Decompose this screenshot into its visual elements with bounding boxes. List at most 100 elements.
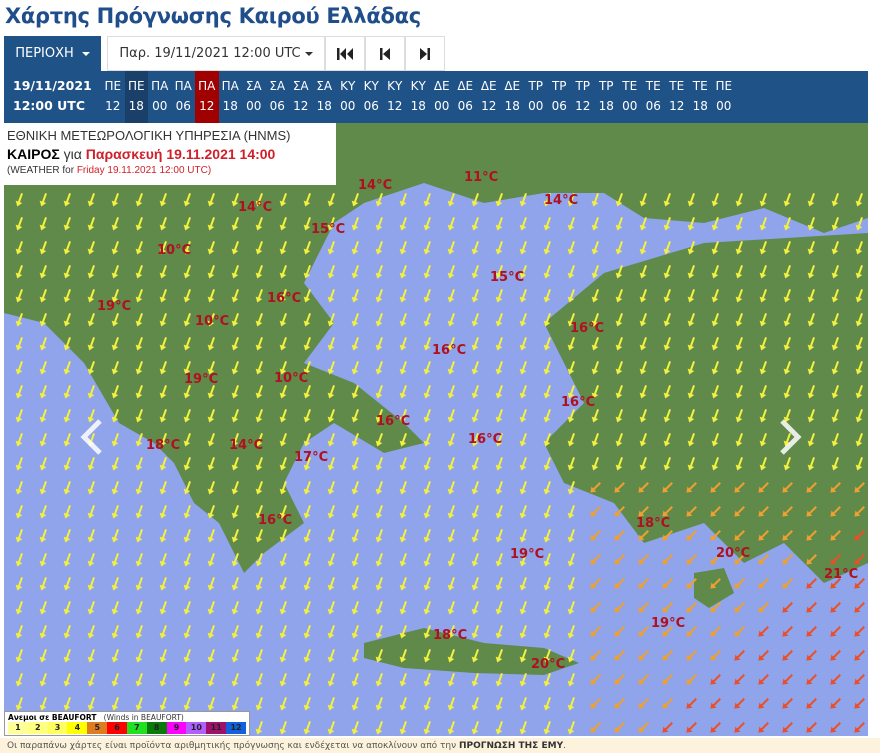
wind-arrow-icon xyxy=(519,673,527,687)
slot-hour: 12 xyxy=(199,99,215,113)
time-slot[interactable]: ΔΕ 12 xyxy=(477,71,501,123)
time-slot[interactable]: ΠΕ 18 xyxy=(124,71,148,123)
slot-day: ΤΡ xyxy=(528,79,544,93)
slot-hour: 06 xyxy=(645,99,661,113)
wind-arrow-icon xyxy=(519,241,527,255)
wind-arrow-icon xyxy=(591,217,599,231)
wind-arrow-icon xyxy=(639,457,647,471)
time-slot[interactable]: ΤΕ 12 xyxy=(665,71,689,123)
wind-arrow-icon xyxy=(782,650,793,661)
first-button[interactable] xyxy=(325,36,365,71)
wind-arrow-icon xyxy=(63,697,71,711)
wind-arrow-icon xyxy=(423,625,431,639)
wind-arrow-icon xyxy=(15,289,23,303)
wind-arrow-icon xyxy=(471,721,479,735)
wind-arrow-icon xyxy=(639,241,647,255)
time-slot[interactable]: ΔΕ 00 xyxy=(430,71,454,123)
wind-arrow-icon xyxy=(759,289,767,303)
wind-arrow-icon xyxy=(639,337,647,351)
next-button[interactable] xyxy=(405,36,445,71)
map-next-button[interactable] xyxy=(778,419,802,459)
wind-arrow-icon xyxy=(135,361,143,375)
time-slot[interactable]: ΠΑ 12 xyxy=(195,71,219,123)
wind-arrow-icon xyxy=(15,529,23,543)
wind-arrow-icon xyxy=(135,529,143,543)
wind-arrow-icon xyxy=(614,626,625,637)
wind-arrow-icon xyxy=(15,385,23,399)
time-slot[interactable]: ΤΕ 06 xyxy=(642,71,666,123)
date-select[interactable]: Παρ. 19/11/2021 12:00 UTC xyxy=(107,36,325,71)
wind-arrow-icon xyxy=(495,193,503,207)
wind-arrow-icon xyxy=(615,289,623,303)
time-slot[interactable]: ΔΕ 18 xyxy=(501,71,525,123)
time-slot[interactable]: ΣΑ 18 xyxy=(313,71,337,123)
temperature-label: 19°C xyxy=(510,547,545,562)
wind-arrow-icon xyxy=(782,578,793,589)
wind-arrow-icon xyxy=(207,217,215,231)
wind-arrow-icon xyxy=(231,673,239,687)
wind-arrow-icon xyxy=(614,722,625,733)
wind-arrow-icon xyxy=(567,409,575,423)
wind-arrow-icon xyxy=(135,241,143,255)
wind-arrow-icon xyxy=(855,433,863,447)
wind-arrow-icon xyxy=(327,481,335,495)
time-slot[interactable]: ΠΑ 00 xyxy=(148,71,172,123)
map-prev-button[interactable] xyxy=(80,419,104,459)
wind-arrow-icon xyxy=(399,721,407,735)
time-slot[interactable]: ΚΥ 00 xyxy=(336,71,360,123)
wind-arrow-icon xyxy=(303,217,311,231)
wind-arrow-icon xyxy=(351,457,359,471)
wind-arrow-icon xyxy=(159,481,167,495)
wind-arrow-icon xyxy=(759,409,767,423)
wind-arrow-icon xyxy=(207,193,215,207)
wind-arrow-icon xyxy=(111,457,119,471)
time-slot[interactable]: ΤΡ 06 xyxy=(548,71,572,123)
region-dropdown-button[interactable]: ΠΕΡΙΟΧΗ xyxy=(4,36,101,71)
time-slot[interactable]: ΠΕ 00 xyxy=(712,71,736,123)
time-slot[interactable]: ΣΑ 06 xyxy=(266,71,290,123)
wind-arrow-icon xyxy=(351,673,359,687)
wind-arrow-icon xyxy=(447,361,455,375)
wind-arrow-icon xyxy=(111,505,119,519)
time-slot[interactable]: ΤΡ 12 xyxy=(571,71,595,123)
wind-arrow-icon xyxy=(807,409,815,423)
wind-arrow-icon xyxy=(687,289,695,303)
time-slot[interactable]: ΤΕ 18 xyxy=(689,71,713,123)
temperature-label: 21°C xyxy=(824,567,859,582)
time-slot[interactable]: ΤΡ 00 xyxy=(524,71,548,123)
wind-arrow-icon xyxy=(183,505,191,519)
wind-arrow-icon xyxy=(279,577,287,591)
time-slot[interactable]: ΣΑ 00 xyxy=(242,71,266,123)
time-slot[interactable]: ΤΕ 00 xyxy=(618,71,642,123)
wind-arrow-icon xyxy=(615,193,623,207)
wind-arrow-icon xyxy=(39,433,47,447)
wind-arrow-icon xyxy=(39,409,47,423)
wind-arrow-icon xyxy=(447,409,455,423)
disclaimer-link[interactable]: ΠΡΟΓΝΩΣΗ ΤΗΣ ΕΜΥ xyxy=(459,741,564,751)
time-slot[interactable]: ΠΑ 18 xyxy=(219,71,243,123)
time-slot[interactable]: ΠΕ 12 xyxy=(101,71,125,123)
wind-arrow-icon xyxy=(567,385,575,399)
time-slot[interactable]: ΔΕ 06 xyxy=(454,71,478,123)
wind-arrow-icon xyxy=(87,649,95,663)
prev-button[interactable] xyxy=(365,36,405,71)
time-slot[interactable]: ΚΥ 18 xyxy=(407,71,431,123)
slot-hour: 06 xyxy=(363,99,379,113)
time-slot[interactable]: ΚΥ 06 xyxy=(360,71,384,123)
time-slot[interactable]: ΤΡ 18 xyxy=(595,71,619,123)
wind-arrow-icon xyxy=(255,529,263,543)
wind-arrow-icon xyxy=(471,577,479,591)
time-slot[interactable]: ΣΑ 12 xyxy=(289,71,313,123)
wind-arrow-icon xyxy=(543,241,551,255)
wind-arrow-icon xyxy=(351,553,359,567)
wind-arrow-icon xyxy=(351,481,359,495)
wind-arrow-icon xyxy=(327,433,335,447)
time-slot[interactable]: ΚΥ 12 xyxy=(383,71,407,123)
wind-arrow-icon xyxy=(471,265,479,279)
wind-arrow-icon xyxy=(639,409,647,423)
wind-arrow-icon xyxy=(639,433,647,447)
wind-arrow-icon xyxy=(303,625,311,639)
wind-arrow-icon xyxy=(495,361,503,375)
wind-arrow-icon xyxy=(495,433,503,447)
time-slot[interactable]: ΠΑ 06 xyxy=(172,71,196,123)
